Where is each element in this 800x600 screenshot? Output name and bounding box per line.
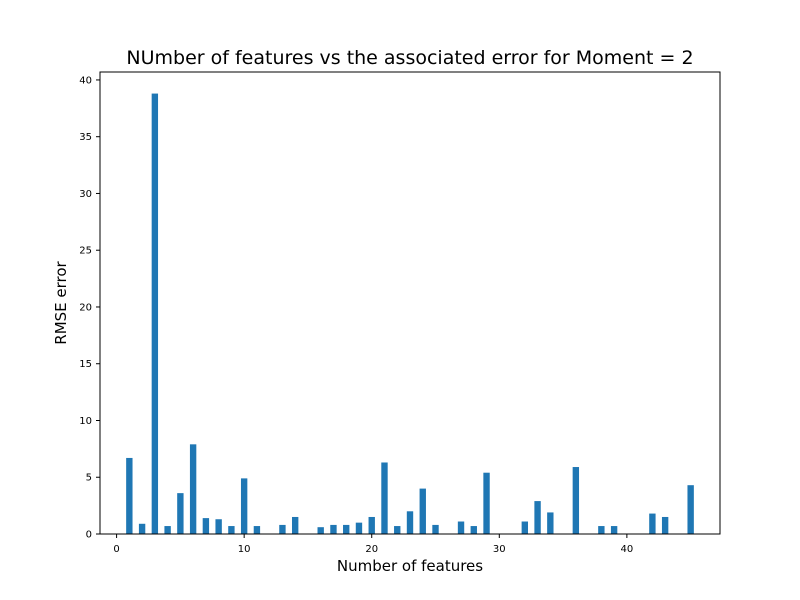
y-tick-label: 10 bbox=[79, 416, 92, 427]
x-tick-label: 0 bbox=[113, 544, 119, 555]
bar bbox=[279, 524, 286, 534]
bar bbox=[177, 493, 184, 534]
bar bbox=[138, 523, 146, 534]
bar bbox=[126, 457, 133, 534]
bar bbox=[470, 526, 477, 534]
y-tick-label: 40 bbox=[79, 75, 92, 86]
bar bbox=[610, 526, 618, 534]
bar bbox=[457, 521, 465, 534]
bar bbox=[534, 501, 541, 534]
bar bbox=[432, 524, 439, 534]
y-axis: 0 5 10 15 20 25 30 35 40 bbox=[79, 75, 100, 541]
bar bbox=[240, 478, 248, 534]
bar bbox=[598, 526, 605, 534]
bar bbox=[687, 485, 694, 534]
bar bbox=[164, 526, 171, 534]
y-tick-label: 30 bbox=[79, 189, 92, 200]
bar bbox=[151, 93, 159, 534]
y-axis-title: RMSE error bbox=[52, 260, 70, 344]
bar bbox=[394, 526, 401, 534]
plot-frame bbox=[99, 71, 721, 535]
bar bbox=[355, 522, 363, 534]
bar bbox=[406, 511, 414, 534]
bar bbox=[343, 524, 350, 534]
bar bbox=[215, 519, 222, 534]
bar bbox=[521, 521, 529, 534]
x-axis: 0 10 20 30 40 bbox=[113, 534, 633, 555]
bar bbox=[202, 518, 210, 534]
x-tick-label: 30 bbox=[493, 544, 506, 555]
y-tick-label: 20 bbox=[79, 302, 92, 313]
bar bbox=[317, 527, 324, 534]
y-tick-label: 0 bbox=[86, 530, 92, 541]
x-axis-title: Number of features bbox=[337, 557, 483, 575]
y-tick-label: 35 bbox=[79, 132, 92, 143]
x-tick-label: 10 bbox=[238, 544, 251, 555]
x-tick-label: 20 bbox=[365, 544, 378, 555]
bar bbox=[381, 462, 388, 534]
bar bbox=[547, 512, 554, 534]
bars-group bbox=[126, 93, 694, 534]
y-tick-label: 25 bbox=[79, 246, 92, 257]
x-tick-label: 40 bbox=[621, 544, 634, 555]
bar bbox=[330, 524, 337, 534]
bar bbox=[661, 516, 669, 534]
chart-title: NUmber of features vs the associated err… bbox=[126, 47, 693, 69]
bar bbox=[419, 488, 426, 534]
bar bbox=[291, 516, 299, 534]
bar bbox=[649, 513, 656, 534]
bar bbox=[189, 444, 197, 534]
bar bbox=[253, 526, 261, 534]
bar bbox=[228, 526, 235, 534]
bar bbox=[368, 516, 375, 534]
y-tick-label: 5 bbox=[86, 473, 92, 484]
bar bbox=[572, 467, 580, 534]
y-tick-label: 15 bbox=[79, 359, 92, 370]
bar bbox=[483, 472, 490, 534]
